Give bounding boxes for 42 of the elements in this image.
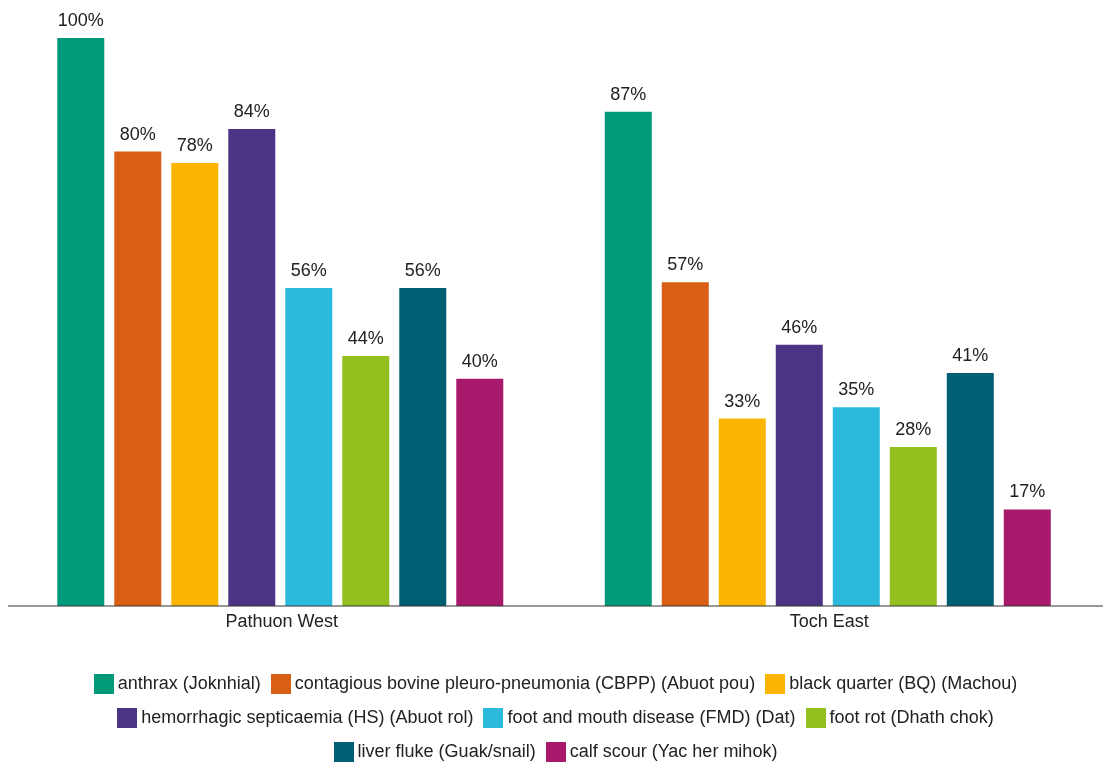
legend-label: foot rot (Dhath chok) bbox=[829, 707, 994, 727]
data-label: 78% bbox=[176, 134, 213, 155]
data-label: 28% bbox=[895, 418, 932, 439]
legend-label: anthrax (Joknhial) bbox=[117, 673, 261, 693]
data-label: 44% bbox=[347, 328, 384, 349]
bar bbox=[889, 446, 937, 606]
data-label: 100% bbox=[57, 10, 104, 30]
bar bbox=[946, 373, 994, 606]
bar bbox=[456, 378, 504, 606]
x-tick-label: Toch East bbox=[789, 610, 869, 631]
bar bbox=[775, 344, 823, 606]
data-label: 33% bbox=[724, 390, 761, 411]
bar bbox=[832, 407, 880, 606]
bar bbox=[285, 287, 333, 606]
data-label: 84% bbox=[233, 100, 270, 121]
legend-label: contagious bovine pleuro-pneumonia (CBPP) (Abuot pou) bbox=[294, 673, 756, 693]
bar bbox=[661, 282, 709, 606]
bar bbox=[171, 162, 219, 606]
bar bbox=[718, 418, 766, 606]
data-label: 41% bbox=[952, 345, 989, 366]
legend-label: foot and mouth disease (FMD) (Dat) bbox=[507, 707, 796, 727]
legend-label: black quarter (BQ) (Machou) bbox=[789, 673, 1018, 693]
x-tick-label: Pathuon West bbox=[225, 610, 339, 631]
legend-label: hemorrhagic septicaemia (HS) (Abuot rol) bbox=[141, 707, 474, 727]
bar bbox=[1003, 509, 1051, 606]
bar bbox=[57, 38, 105, 606]
bar bbox=[604, 111, 652, 606]
legend-label: calf scour (Yac her mihok) bbox=[569, 741, 778, 761]
data-label: 35% bbox=[838, 379, 875, 400]
legend-label: liver fluke (Guak/snail) bbox=[357, 741, 536, 761]
bar bbox=[114, 151, 162, 606]
data-label: 80% bbox=[119, 123, 156, 144]
bar bbox=[399, 287, 447, 606]
data-label: 87% bbox=[610, 83, 647, 104]
bar bbox=[228, 128, 276, 606]
data-label: 56% bbox=[290, 259, 327, 280]
data-label: 17% bbox=[1009, 481, 1046, 502]
data-label: 46% bbox=[781, 316, 818, 337]
data-label: 57% bbox=[667, 254, 704, 275]
data-label: 40% bbox=[461, 350, 498, 371]
bar bbox=[342, 356, 390, 606]
data-label: 56% bbox=[404, 259, 441, 280]
